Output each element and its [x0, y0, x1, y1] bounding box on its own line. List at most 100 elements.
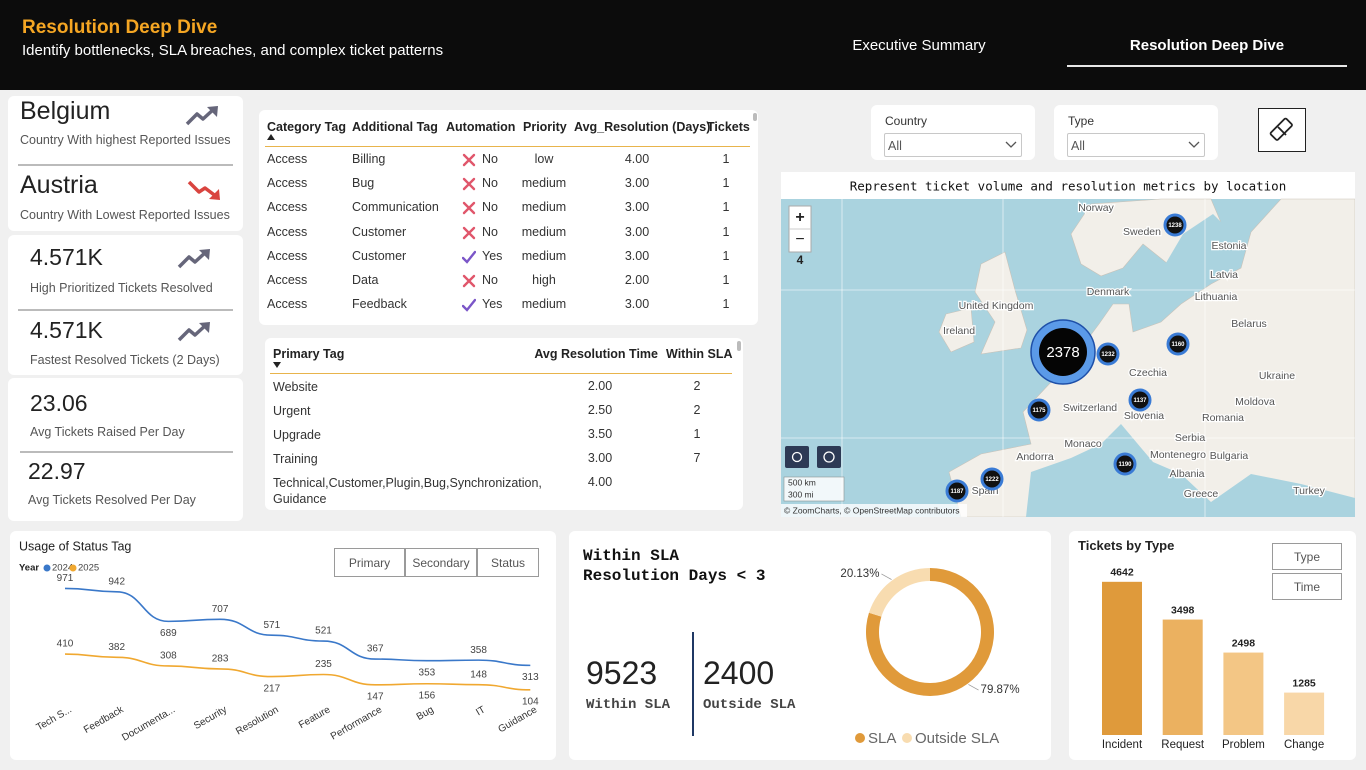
- kpi-divider: [18, 309, 233, 311]
- x-tick-label: Security: [192, 704, 229, 732]
- column-header[interactable]: Additional Tag: [352, 120, 438, 134]
- zoom-level: 4: [797, 253, 804, 267]
- data-label: 410: [57, 639, 74, 650]
- x-tick-label: Request: [1161, 739, 1205, 751]
- table-cell: 1: [722, 176, 730, 191]
- zoom-in[interactable]: +: [795, 209, 804, 226]
- place-label: Serbia: [1175, 432, 1206, 444]
- scale-label: 300 mi: [788, 489, 814, 499]
- cluster[interactable]: [1128, 388, 1152, 412]
- place-label: Denmark: [1087, 286, 1130, 298]
- zoom-out[interactable]: −: [795, 231, 804, 248]
- kpi-label: Outside SLA: [703, 697, 796, 713]
- cross-icon: [462, 177, 476, 191]
- legend-swatch: [855, 733, 865, 743]
- table-cell: 1: [722, 273, 730, 287]
- place-label: Latvia: [1210, 269, 1238, 281]
- table-cell: Billing: [352, 152, 386, 166]
- kpi-value: 23.06: [30, 390, 88, 416]
- data-label: 104: [522, 696, 539, 707]
- trend-head: [207, 106, 218, 117]
- land: [974, 251, 1028, 355]
- column-header[interactable]: Priority: [523, 120, 567, 134]
- cluster[interactable]: [1027, 398, 1051, 422]
- cluster[interactable]: [1166, 332, 1190, 356]
- column-header[interactable]: Primary Tag: [273, 347, 345, 361]
- kpi-divider: [692, 632, 694, 736]
- card: [259, 110, 758, 325]
- column-header[interactable]: Within SLA: [666, 347, 733, 361]
- table-cell: Feedback: [352, 297, 407, 312]
- bar[interactable]: [1102, 581, 1142, 735]
- column-header[interactable]: Tickets: [707, 120, 750, 134]
- toggle-button[interactable]: Time: [1272, 573, 1342, 600]
- data-label: 353: [419, 667, 436, 678]
- cluster[interactable]: [1163, 213, 1187, 237]
- chevron: [1005, 141, 1017, 148]
- series-line: [64, 587, 531, 667]
- nav-tab[interactable]: Executive Summary: [852, 37, 986, 54]
- table-cell: medium: [521, 224, 567, 239]
- donut-chart: 79.87% 20.13% SLA Outside SLA: [840, 568, 1019, 747]
- data-label: 382: [108, 642, 125, 653]
- table-cell: medium: [521, 176, 567, 191]
- table-cell: Access: [267, 273, 308, 287]
- trend-head: [199, 322, 210, 333]
- filter-value: All: [888, 139, 902, 153]
- active-tab-underline: [1067, 65, 1347, 67]
- table-cell: Training: [273, 452, 318, 466]
- scrollbar: [753, 113, 757, 121]
- table-cell: 1: [722, 297, 730, 312]
- toggle-button[interactable]: Status: [477, 548, 539, 577]
- table-cell: Customer: [352, 248, 407, 263]
- header-bar: [0, 0, 1366, 90]
- cluster[interactable]: [1039, 328, 1087, 376]
- cluster[interactable]: [1096, 342, 1120, 366]
- data-label: 571: [263, 620, 280, 631]
- kpi-value: 22.97: [28, 458, 86, 484]
- data-label: 283: [212, 654, 229, 665]
- column-header[interactable]: Category Tag: [267, 120, 346, 134]
- filter-label: Type: [1068, 114, 1095, 128]
- bar[interactable]: [1284, 692, 1325, 735]
- kpi-label: Avg Tickets Raised Per Day: [30, 425, 185, 439]
- cross-icon: [462, 226, 476, 239]
- legend-swatch: [43, 564, 51, 572]
- legend-label: 2025: [78, 563, 99, 574]
- map-tool-button[interactable]: [785, 446, 809, 468]
- trend-icon: [177, 322, 210, 342]
- table-cell: medium: [521, 200, 567, 215]
- table-cell: Technical,Customer,Plugin,Bug,Synchroniz…: [273, 476, 542, 506]
- kpi-label: Country With highest Reported Issues: [20, 133, 231, 147]
- trend-line: [177, 322, 209, 342]
- nav-tab[interactable]: Resolution Deep Dive: [1129, 37, 1285, 54]
- filter-value: All: [1071, 139, 1085, 153]
- cluster[interactable]: [1113, 452, 1137, 476]
- filter-dropdown[interactable]: [1067, 133, 1205, 157]
- bar[interactable]: [1223, 652, 1264, 735]
- column-header[interactable]: Automation: [446, 120, 516, 134]
- x-tick-label: Bug: [415, 704, 436, 722]
- bar[interactable]: [1162, 619, 1203, 735]
- data-label: 148: [470, 669, 487, 680]
- table-cell: Access: [267, 297, 308, 312]
- table-cell: 1: [722, 200, 730, 215]
- cluster[interactable]: [945, 479, 969, 503]
- toggle-button[interactable]: Secondary: [405, 548, 477, 577]
- place-label: Monaco: [1064, 438, 1102, 450]
- column-header[interactable]: Avg Resolution Time: [534, 347, 658, 361]
- map-tool-button[interactable]: [817, 446, 841, 468]
- toggle-button[interactable]: Type: [1272, 543, 1342, 570]
- table-cell: 2: [693, 403, 701, 417]
- chart-title: Usage of Status Tag: [19, 539, 131, 553]
- cluster-label: 1222: [985, 477, 999, 483]
- column-header[interactable]: Avg_Resolution (Days): [574, 120, 711, 134]
- toggle-button[interactable]: Primary: [334, 548, 405, 577]
- place-label: Ireland: [943, 325, 975, 337]
- cluster[interactable]: [980, 467, 1004, 491]
- scrollbar: [737, 341, 741, 351]
- filter-dropdown[interactable]: [884, 133, 1022, 157]
- data-label: 3498: [1171, 604, 1195, 616]
- cross-icon: [462, 153, 476, 167]
